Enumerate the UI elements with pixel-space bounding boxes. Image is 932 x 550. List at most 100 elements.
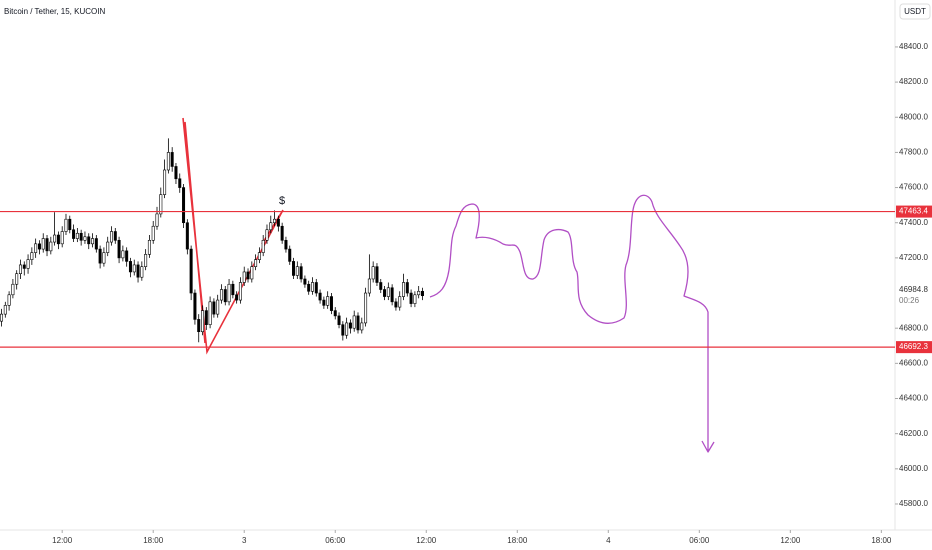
candle-body (348, 322, 352, 329)
countdown-label: 00:26 (899, 296, 920, 305)
candle-body (288, 248, 292, 262)
candle-body (216, 299, 220, 315)
price-level-label: 46692.3 (899, 342, 928, 351)
candle-body (98, 248, 102, 264)
candle-body (402, 282, 406, 297)
y-tick-label: 47200.0 (899, 253, 928, 262)
last-price-label: 46984.8 (899, 285, 928, 294)
candle-body (75, 232, 79, 239)
candle-body (307, 283, 311, 292)
candle-body (341, 324, 345, 336)
x-tick-label: 12:00 (780, 536, 801, 545)
candle-body (68, 218, 72, 231)
candle-body (121, 250, 125, 259)
candle-body (53, 234, 57, 243)
candle-body (367, 278, 371, 294)
candle-body (417, 290, 421, 296)
candle-body (352, 315, 356, 329)
x-tick-label: 06:00 (325, 536, 346, 545)
candle-body (265, 229, 269, 241)
candle-body (193, 292, 197, 320)
candle-body (231, 283, 235, 296)
y-tick-label: 46600.0 (899, 358, 928, 367)
candle-body (242, 271, 246, 283)
candle-body (394, 301, 398, 308)
candle-body (254, 259, 258, 267)
candle-body (170, 152, 174, 167)
candle-body (398, 296, 402, 308)
candle-body (219, 289, 223, 301)
candle-body (72, 229, 76, 239)
candle-body (284, 240, 288, 250)
x-tick-label: 12:00 (416, 536, 437, 545)
last-price-tag (896, 283, 932, 306)
candle-body (405, 282, 409, 294)
drawings (182, 117, 715, 453)
candle-body (144, 254, 148, 267)
x-tick-label: 3 (242, 536, 247, 545)
candle-body (197, 319, 201, 333)
candle-body (113, 231, 117, 241)
axes: 48400.0 48200.0 48000.0 47800.0 47600.0 47400… (0, 42, 932, 545)
candle-body (83, 236, 87, 241)
candle-body (238, 282, 242, 301)
candle-body (212, 301, 216, 315)
candle-body (64, 218, 68, 232)
candle-body (159, 194, 163, 215)
candle-body (276, 218, 280, 227)
y-tick-label: 47600.0 (899, 183, 928, 192)
y-tick-label: 46800.0 (899, 323, 928, 332)
candle-body (147, 240, 151, 255)
candle-body (37, 243, 41, 250)
y-tick-label: 46000.0 (899, 464, 928, 473)
y-tick-label: 47800.0 (899, 148, 928, 157)
price-level-tag (896, 341, 932, 354)
candle-body (409, 292, 413, 304)
candle-body (337, 315, 341, 325)
candle-body (269, 222, 273, 231)
candle-body (261, 240, 265, 253)
candle-body (383, 289, 387, 297)
y-tick-label: 45800.0 (899, 499, 928, 508)
currency-button[interactable] (899, 3, 931, 20)
chart-title: Bitcoin / Tether, 15, KUCOIN (4, 7, 105, 16)
candle-body (140, 266, 144, 278)
candle-body (91, 238, 95, 245)
candle-body (136, 264, 140, 278)
y-tick-label: 48400.0 (899, 42, 928, 51)
candle-body (56, 234, 60, 245)
candle-body (379, 282, 383, 290)
price-level-tag (896, 205, 932, 218)
x-tick-label: 18:00 (507, 536, 528, 545)
candle-body (15, 273, 19, 285)
candle-body (329, 296, 333, 311)
candle-body (314, 282, 318, 294)
candle-body (299, 266, 303, 280)
candle-body (45, 238, 49, 252)
x-tick-label: 06:00 (689, 536, 710, 545)
candles (0, 138, 424, 343)
candle-body (360, 322, 364, 331)
candle-body (250, 266, 254, 280)
candle-body (227, 283, 231, 303)
candle-body (151, 225, 155, 241)
candle-body (106, 241, 110, 253)
candle-body (7, 294, 11, 306)
annotation: $ (279, 195, 285, 207)
candle-body (163, 169, 167, 195)
candle-body (273, 218, 277, 224)
y-tick-label: 47400.0 (899, 218, 928, 227)
candle-body (246, 271, 250, 280)
candle-body (18, 264, 22, 275)
forecast-drawing (429, 194, 715, 453)
candle-body (30, 252, 34, 260)
x-tick-label: 4 (606, 536, 611, 545)
currency-label[interactable]: USDT (904, 7, 926, 16)
x-tick-label: 18:00 (143, 536, 164, 545)
candle-body (79, 232, 83, 241)
candle-body (413, 294, 417, 304)
candle-body (386, 287, 390, 297)
candle-body (280, 225, 284, 241)
x-tick-label: 12:00 (52, 536, 73, 545)
